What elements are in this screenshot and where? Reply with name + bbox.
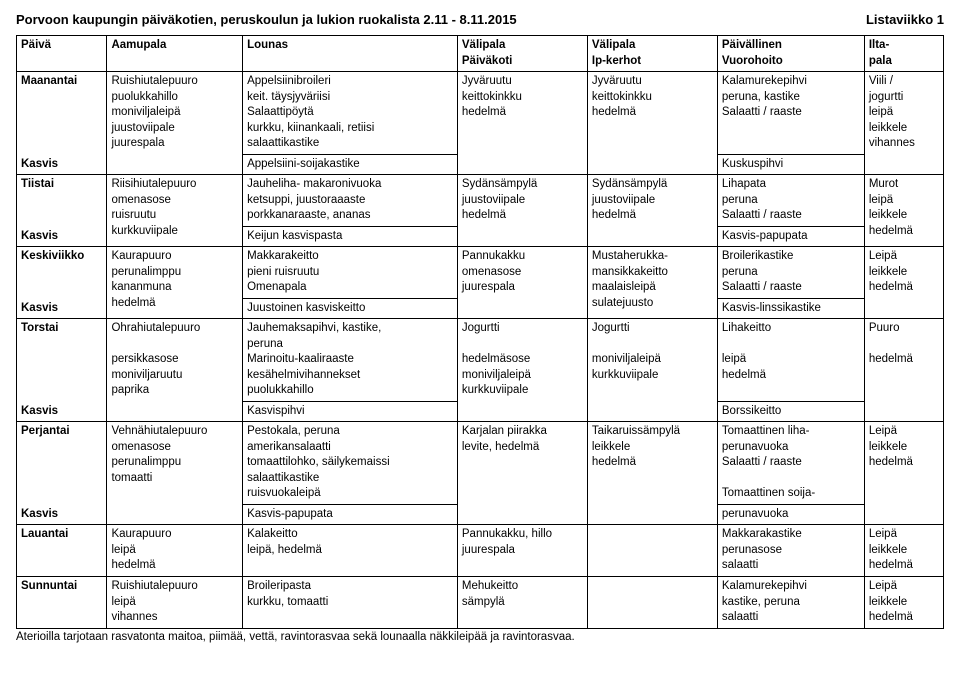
snack2-cell	[587, 525, 717, 577]
evening-cell: Puuro hedelmä	[864, 319, 943, 422]
dinner-kasvis-cell: Kuskuspihvi	[717, 154, 864, 175]
table-row: PerjantaiKasvisVehnähiutalepuuroomenasos…	[17, 422, 944, 505]
dinner-kasvis-cell: Kasvis-papupata	[717, 226, 864, 247]
dinner-cell: Makkarakastikeperunasosesalaatti	[717, 525, 864, 577]
breakfast-cell: Ruishiutalepuuropuolukkahillomoniviljale…	[107, 72, 243, 175]
lunch-cell: Jauhemaksapihvi, kastike,perunaMarinoitu…	[243, 319, 458, 402]
day-cell: MaanantaiKasvis	[17, 72, 107, 175]
dinner-cell: Kalamurekepihviperuna, kastikeSalaatti /…	[717, 72, 864, 155]
header-row: Päivä Aamupala Lounas VälipalaPäiväkoti …	[17, 36, 944, 72]
snack2-cell: Mustaherukka-mansikkakeittomaalaisleipäs…	[587, 247, 717, 319]
th-breakfast: Aamupala	[107, 36, 243, 72]
kasvis-label: Kasvis	[21, 404, 58, 420]
day-cell: Sunnuntai	[17, 576, 107, 628]
lunch-cell: Makkarakeittopieni ruisruutuOmenapala	[243, 247, 458, 299]
title-row: Porvoon kaupungin päiväkotien, peruskoul…	[16, 12, 944, 27]
table-row: LauantaiKaurapuuroleipähedelmäKalakeitto…	[17, 525, 944, 577]
snack1-cell: Pannukakku, hillojuurespala	[457, 525, 587, 577]
lunch-cell: Jauheliha- makaronivuokaketsuppi, juusto…	[243, 175, 458, 227]
breakfast-cell: Riisihiutalepuuroomenasoseruisruutukurkk…	[107, 175, 243, 247]
title-left: Porvoon kaupungin päiväkotien, peruskoul…	[16, 12, 517, 27]
kasvis-label: Kasvis	[21, 229, 58, 245]
evening-cell: Leipäleikkelehedelmä	[864, 525, 943, 577]
dinner-kasvis-cell: perunavuoka	[717, 504, 864, 525]
snack2-cell: Jyväruutukeittokinkkuhedelmä	[587, 72, 717, 175]
lunch-cell: Kalakeittoleipä, hedelmä	[243, 525, 458, 577]
breakfast-cell: Kaurapuuroperunalimppukananmunahedelmä	[107, 247, 243, 319]
snack2-cell: Jogurtti moniviljaleipäkurkkuviipale	[587, 319, 717, 422]
snack1-cell: Jyväruutukeittokinkkuhedelmä	[457, 72, 587, 175]
dinner-cell: Lihakeitto leipähedelmä	[717, 319, 864, 402]
table-row: SunnuntaiRuishiutalepuuroleipävihannesBr…	[17, 576, 944, 628]
evening-cell: Leipäleikkelehedelmä	[864, 422, 943, 525]
breakfast-cell: Ruishiutalepuuroleipävihannes	[107, 576, 243, 628]
lunch-kasvis-cell: Appelsiini-soijakastike	[243, 154, 458, 175]
dinner-cell: Tomaattinen liha-perunavuokaSalaatti / r…	[717, 422, 864, 505]
dinner-cell: BroilerikastikeperunaSalaatti / raaste	[717, 247, 864, 299]
th-snack2: VälipalaIp-kerhot	[587, 36, 717, 72]
kasvis-label: Kasvis	[21, 301, 58, 317]
snack1-cell: Karjalan piirakkalevite, hedelmä	[457, 422, 587, 525]
kasvis-label: Kasvis	[21, 507, 58, 523]
menu-table: Päivä Aamupala Lounas VälipalaPäiväkoti …	[16, 35, 944, 629]
th-dinner: PäivällinenVuorohoito	[717, 36, 864, 72]
evening-cell: Leipäleikkelehedelmä	[864, 247, 943, 319]
lunch-kasvis-cell: Keijun kasvispasta	[243, 226, 458, 247]
table-row: KeskiviikkoKasvisKaurapuuroperunalimppuk…	[17, 247, 944, 299]
dinner-cell: Kalamurekepihvikastike, perunasalaatti	[717, 576, 864, 628]
day-cell: TiistaiKasvis	[17, 175, 107, 247]
lunch-cell: Appelsiinibroilerikeit. täysjyväriisiSal…	[243, 72, 458, 155]
table-row: TiistaiKasvisRiisihiutalepuuroomenasoser…	[17, 175, 944, 227]
snack2-cell: Sydänsämpyläjuustoviipalehedelmä	[587, 175, 717, 247]
lunch-cell: Broileripastakurkku, tomaatti	[243, 576, 458, 628]
snack1-cell: Mehukeittosämpylä	[457, 576, 587, 628]
lunch-kasvis-cell: Kasvispihvi	[243, 401, 458, 422]
th-evening: Ilta-pala	[864, 36, 943, 72]
day-cell: TorstaiKasvis	[17, 319, 107, 422]
dinner-kasvis-cell: Borssikeitto	[717, 401, 864, 422]
snack1-cell: Sydänsämpyläjuustoviipalehedelmä	[457, 175, 587, 247]
title-right: Listaviikko 1	[866, 12, 944, 27]
table-row: TorstaiKasvisOhrahiutalepuuro persikkaso…	[17, 319, 944, 402]
day-cell: KeskiviikkoKasvis	[17, 247, 107, 319]
kasvis-label: Kasvis	[21, 157, 58, 173]
breakfast-cell: Kaurapuuroleipähedelmä	[107, 525, 243, 577]
breakfast-cell: Vehnähiutalepuuroomenasoseperunalimpputo…	[107, 422, 243, 525]
lunch-kasvis-cell: Juustoinen kasviskeitto	[243, 298, 458, 319]
dinner-cell: LihapataperunaSalaatti / raaste	[717, 175, 864, 227]
table-row: MaanantaiKasvisRuishiutalepuuropuolukkah…	[17, 72, 944, 155]
day-cell: PerjantaiKasvis	[17, 422, 107, 525]
snack2-cell: Taikaruissämpyläleikkelehedelmä	[587, 422, 717, 525]
evening-cell: Leipäleikkelehedelmä	[864, 576, 943, 628]
evening-cell: Viili /jogurttileipäleikkelevihannes	[864, 72, 943, 175]
breakfast-cell: Ohrahiutalepuuro persikkasosemoniviljaru…	[107, 319, 243, 422]
lunch-kasvis-cell: Kasvis-papupata	[243, 504, 458, 525]
th-day: Päivä	[17, 36, 107, 72]
lunch-cell: Pestokala, perunaamerikansalaattitomaatt…	[243, 422, 458, 505]
evening-cell: Murotleipäleikkelehedelmä	[864, 175, 943, 247]
day-cell: Lauantai	[17, 525, 107, 577]
dinner-kasvis-cell: Kasvis-linssikastike	[717, 298, 864, 319]
snack1-cell: Jogurtti hedelmäsosemoniviljaleipäkurkku…	[457, 319, 587, 422]
th-snack1: VälipalaPäiväkoti	[457, 36, 587, 72]
snack2-cell	[587, 576, 717, 628]
footer-note: Aterioilla tarjotaan rasvatonta maitoa, …	[16, 631, 944, 643]
th-lunch: Lounas	[243, 36, 458, 72]
snack1-cell: Pannukakkuomenasosejuurespala	[457, 247, 587, 319]
